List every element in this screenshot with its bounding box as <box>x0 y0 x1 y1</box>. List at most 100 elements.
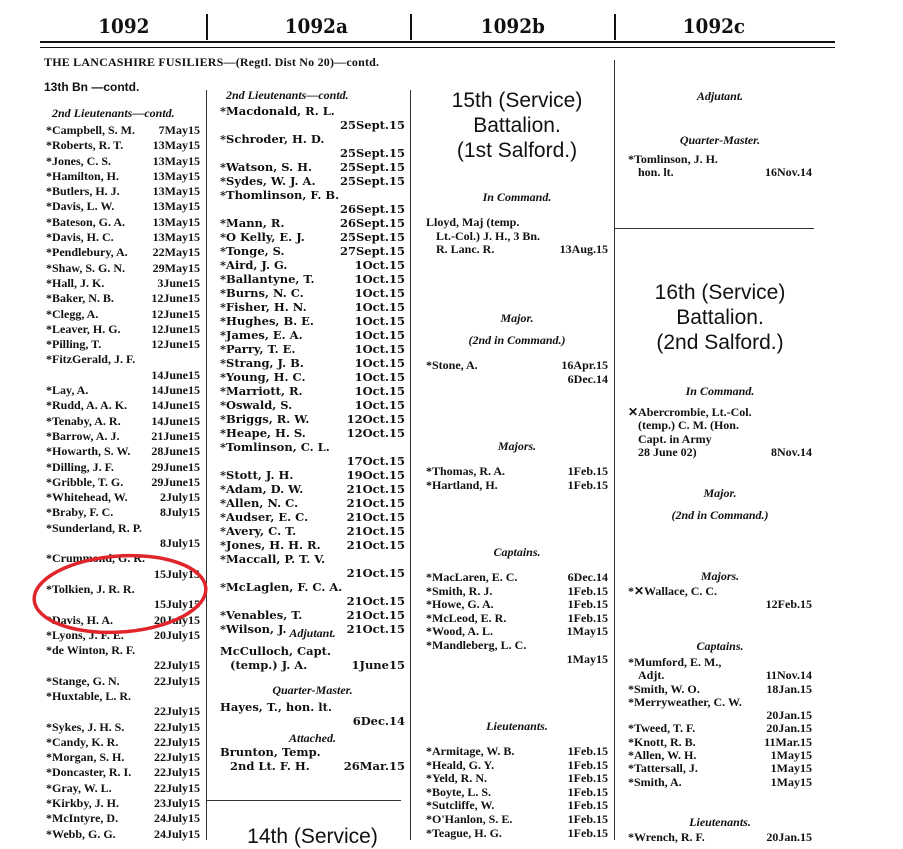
officer-name: *Clegg, A. <box>46 306 99 321</box>
officer-name: *Davis, L. W. <box>46 199 115 214</box>
officer-list: *✕Wallace, C. C. 12Feb.15 <box>628 584 812 612</box>
seniority-date: 20July15 <box>153 627 200 642</box>
officer-name: *Baker, N. B. <box>46 291 114 306</box>
seniority-date: 21Oct.15 <box>346 538 405 552</box>
officer-name: *Boyte, L. S. <box>426 784 492 799</box>
seniority-date: 22July15 <box>153 704 200 719</box>
list-item: *James, E. A. 1Oct.15 <box>220 328 405 342</box>
section-heading: Majors. <box>497 439 537 453</box>
seniority-date: 1Feb.15 <box>567 798 608 813</box>
section-heading: Captains. <box>696 639 744 653</box>
seniority-date: 28June15 <box>151 444 200 459</box>
officer-name: *Tenaby, A. R. <box>46 413 121 428</box>
list-item-date-line: 8July15 <box>46 536 200 551</box>
list-item: ✕Abercrombie, Lt.-Col. <box>628 405 812 419</box>
officer-name: *McLaglen, F. C. A. <box>220 580 343 594</box>
section-heading: Lieutenants. <box>486 719 548 733</box>
list-item: *Rudd, A. A. K. 14June15 <box>46 398 200 413</box>
officer-name: *McLeod, E. R. <box>426 610 507 625</box>
officer-name: *Strang, J. B. <box>220 356 304 370</box>
battalion-title-line: 15th (Service) <box>451 89 583 112</box>
seniority-date: 25Sept.15 <box>340 146 405 160</box>
seniority-date: 1Feb.15 <box>567 744 608 758</box>
list-item: *Teague, H. G. 1Feb.15 <box>426 826 608 841</box>
section-heading: In Command. <box>482 190 552 204</box>
list-item: *FitzGerald, J. F. <box>46 352 200 367</box>
list-item: *Baker, N. B. 12June15 <box>46 291 200 306</box>
seniority-date: 13Aug.15 <box>559 242 608 257</box>
officer-name: *Burns, N. C. <box>220 286 304 300</box>
seniority-date: 12June15 <box>151 337 200 352</box>
officer-name: *Venables, T. <box>220 608 303 622</box>
list-item: *McLaglen, F. C. A. <box>220 580 405 594</box>
officer-name: *Wilson, J. <box>220 622 287 636</box>
officer-name: *Stone, A. <box>426 358 478 372</box>
seniority-date: 25Sept.15 <box>340 174 405 188</box>
list-item: *Smith, R. J. 1Feb.15 <box>426 584 608 599</box>
list-item: *Bateson, G. A. 13May15 <box>46 215 200 230</box>
seniority-date: 21Oct.15 <box>346 496 405 510</box>
seniority-date: 2July15 <box>159 490 200 505</box>
list-item: *Braby, F. C. 8July15 <box>46 505 200 520</box>
officer-name: R. Lanc. R. <box>436 242 495 257</box>
seniority-date: 22July15 <box>153 780 200 795</box>
officer-name: *Watson, S. H. <box>220 160 312 174</box>
section-heading: Majors. <box>700 569 740 583</box>
seniority-date: 13May15 <box>152 168 200 183</box>
seniority-date: 15July15 <box>153 597 200 612</box>
officer-name: *Tomlinson, C. L. <box>220 440 330 454</box>
officer-name: Lt.-Col.) J. H., 3 Bn. <box>436 228 541 243</box>
seniority-date: 7May15 <box>158 123 200 137</box>
seniority-date: 1Oct.15 <box>354 300 405 314</box>
officer-name: *Marriott, R. <box>220 384 303 398</box>
header-divider <box>206 14 208 40</box>
officer-name: *Howe, G. A. <box>426 597 494 612</box>
list-item: *Marriott, R. 1Oct.15 <box>220 384 405 398</box>
officer-name: *Sydes, W. J. A. <box>220 174 316 188</box>
list-item: *Smith, W. O. 18Jan.15 <box>628 681 812 696</box>
list-item: *Shaw, S. G. N. 29May15 <box>46 261 200 276</box>
seniority-date: 1Feb.15 <box>567 464 608 478</box>
officer-name: *Tomlinson, J. H. <box>628 152 718 166</box>
list-item: *MacLaren, E. C. 6Dec.14 <box>426 570 608 585</box>
list-item-date-line: 15July15 <box>46 597 200 612</box>
seniority-date: 22July15 <box>153 750 200 765</box>
list-item: Lloyd, Maj (temp. <box>426 215 608 230</box>
list-item-date-line: 22July15 <box>46 704 200 719</box>
seniority-date: 25Sept.15 <box>340 230 405 244</box>
section-heading: Adjutant. <box>696 89 744 103</box>
section-rule <box>206 800 401 801</box>
list-item-date-line: 15July15 <box>46 567 200 582</box>
seniority-date: 18Jan.15 <box>766 681 812 696</box>
officer-name: *Pendlebury, A. <box>46 245 128 260</box>
seniority-date: 13May15 <box>152 184 200 199</box>
officer-name: *de Winton, R. F. <box>46 643 136 658</box>
list-item-date-line: 14June15 <box>46 368 200 383</box>
officer-name: *Hughes, B. E. <box>220 314 314 328</box>
list-item: *Oswald, S. 1Oct.15 <box>220 398 405 412</box>
list-item: *Tolkien, J. R. R. <box>46 582 200 597</box>
officer-name: *Tonge, S. <box>220 244 285 258</box>
officer-name: *Mann, R. <box>220 216 285 230</box>
seniority-date: 6Dec.14 <box>567 570 608 584</box>
officer-name: *Huxtable, L. R. <box>46 688 132 703</box>
column-divider <box>614 60 615 840</box>
seniority-date: 1Feb.15 <box>567 610 608 625</box>
list-item: *Howe, G. A. 1Feb.15 <box>426 598 608 612</box>
seniority-date: 21Oct.15 <box>346 594 405 608</box>
officer-name: *Thomas, R. A. <box>426 464 506 478</box>
list-item: *Gribble, T. G. 29June15 <box>46 475 200 490</box>
column-divider <box>206 90 207 840</box>
seniority-date: 1Oct.15 <box>354 398 405 412</box>
list-item: *Parry, T. E. 1Oct.15 <box>220 342 405 356</box>
list-item: *Yeld, R. N. 1Feb.15 <box>426 772 608 786</box>
officer-name: *Parry, T. E. <box>220 342 296 356</box>
list-item: *Smith, A. 1May15 <box>628 775 812 789</box>
officer-name: McCulloch, Capt. <box>220 644 331 658</box>
officer-name: *Braby, F. C. <box>46 505 114 520</box>
seniority-date: 13May15 <box>152 214 200 229</box>
seniority-date: 14June15 <box>151 398 200 413</box>
officer-name: 2nd Lt. F. H. <box>230 759 310 773</box>
seniority-date: 1Feb.15 <box>567 597 608 612</box>
